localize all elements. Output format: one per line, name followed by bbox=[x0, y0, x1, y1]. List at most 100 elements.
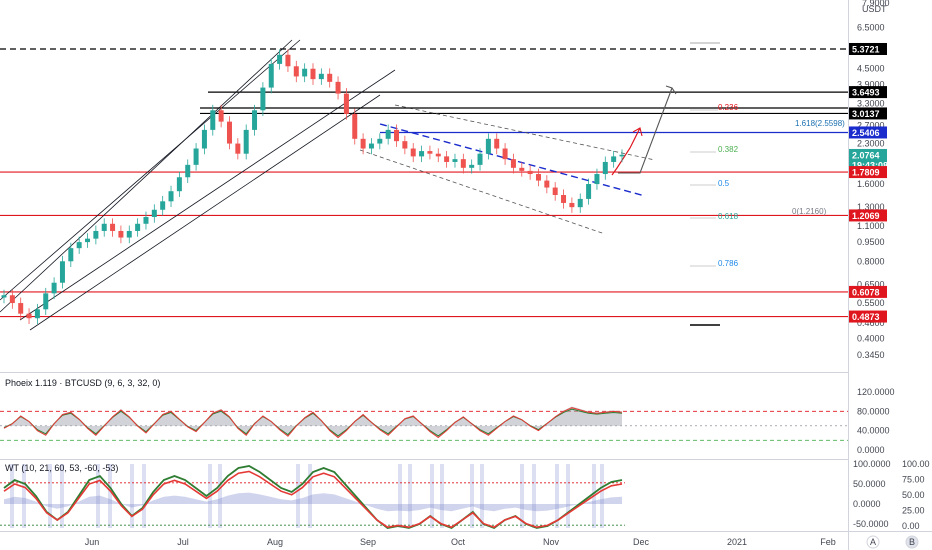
trendlines bbox=[0, 39, 848, 331]
candle bbox=[435, 153, 441, 157]
candle bbox=[235, 143, 241, 154]
osc2-tick-right: 50.00 bbox=[902, 490, 925, 500]
osc2-tick: 100.0000 bbox=[853, 459, 891, 469]
price-level-text: 19:43:08 bbox=[852, 160, 888, 170]
candle bbox=[619, 154, 625, 157]
candle bbox=[385, 129, 391, 139]
candle bbox=[444, 156, 450, 162]
candle bbox=[419, 151, 425, 157]
price-axis[interactable]: 6.50005.50004.50003.90003.30002.70002.30… bbox=[857, 23, 885, 360]
candle bbox=[569, 202, 575, 208]
candle bbox=[510, 159, 516, 168]
fib-label: 0.382 bbox=[718, 145, 739, 154]
price-tick: 0.8000 bbox=[857, 256, 885, 266]
candle bbox=[160, 201, 166, 210]
price-level-text: 3.0137 bbox=[852, 109, 880, 119]
candle bbox=[210, 110, 216, 130]
candle bbox=[110, 223, 116, 231]
candle bbox=[59, 261, 65, 283]
osc2-tick: 0.0000 bbox=[853, 499, 881, 509]
candle bbox=[410, 148, 416, 157]
candle bbox=[260, 87, 266, 111]
price-tick: 0.4000 bbox=[857, 334, 885, 344]
axis-button[interactable] bbox=[905, 535, 919, 549]
price-tick: 3.9000 bbox=[857, 80, 885, 90]
candle bbox=[126, 230, 132, 238]
price-tick: 0.5500 bbox=[857, 298, 885, 308]
price-level-text: 0.6078 bbox=[852, 287, 880, 297]
candle bbox=[185, 164, 191, 178]
candle bbox=[277, 54, 283, 64]
candle bbox=[552, 187, 558, 195]
price-tick: 6.5000 bbox=[857, 23, 885, 33]
candle bbox=[293, 66, 299, 77]
candle bbox=[135, 223, 141, 231]
candle bbox=[452, 159, 458, 162]
time-axis[interactable]: Jun Jul Aug Sep Oct Nov Dec 2021 Feb bbox=[85, 537, 836, 547]
candle bbox=[193, 148, 199, 165]
candle bbox=[352, 113, 358, 139]
fib-label: 1.618(2.5598) bbox=[795, 119, 845, 128]
fib-label: 0(1.2160) bbox=[792, 207, 827, 216]
candle bbox=[201, 129, 207, 149]
candle bbox=[268, 63, 274, 88]
candle bbox=[318, 73, 324, 80]
time-tick: 2021 bbox=[727, 537, 747, 547]
time-tick: Jun bbox=[85, 537, 100, 547]
candle bbox=[143, 217, 149, 224]
candle bbox=[226, 121, 232, 144]
candle bbox=[310, 68, 316, 80]
price-level-tag bbox=[849, 107, 887, 120]
osc1-title: Phoeix 1.119 · BTCUSD (9, 6, 3, 32, 0) bbox=[5, 378, 160, 388]
candle bbox=[460, 159, 466, 168]
price-tick: 3.3000 bbox=[857, 98, 885, 108]
candle bbox=[368, 143, 374, 149]
osc1-tick: 0.0000 bbox=[857, 445, 885, 455]
price-level-labels: 5.37213.64933.01372.54062.076419:43:081.… bbox=[849, 42, 888, 323]
candle bbox=[43, 293, 49, 310]
axis-button-label: A bbox=[870, 537, 876, 547]
candle bbox=[68, 248, 74, 262]
candle bbox=[527, 170, 533, 175]
candle bbox=[427, 151, 433, 154]
candle bbox=[544, 180, 550, 188]
candle bbox=[485, 138, 491, 154]
candle bbox=[577, 198, 583, 208]
wavetrend-oscillator-pane[interactable]: WT (10, 21, 60, 53, -60, -53) bbox=[0, 463, 625, 530]
osc1-tick: 40.0000 bbox=[857, 426, 890, 436]
osc1-tick: 80.0000 bbox=[857, 406, 890, 416]
osc2-tick-right: 100.00 bbox=[902, 459, 930, 469]
price-tick: 1.3000 bbox=[857, 202, 885, 212]
price-level-text: 0.4873 bbox=[852, 312, 880, 322]
time-tick: Sep bbox=[360, 537, 376, 547]
candle bbox=[519, 167, 525, 171]
candle bbox=[76, 242, 82, 249]
candle bbox=[335, 81, 341, 94]
price-level-text: 1.7809 bbox=[852, 168, 880, 178]
osc1-axis: 120.0000 80.0000 40.0000 0.0000 bbox=[857, 387, 895, 455]
price-tick: 0.4600 bbox=[857, 318, 885, 328]
osc2-tick: 50.0000 bbox=[853, 479, 886, 489]
price-level-tag bbox=[849, 285, 887, 298]
axis-button[interactable] bbox=[866, 535, 880, 549]
price-tick: 1.1000 bbox=[857, 221, 885, 231]
osc1-main-line bbox=[3, 407, 623, 439]
candle bbox=[26, 313, 32, 319]
price-level-text: 1.2069 bbox=[852, 211, 880, 221]
fib-label: 0.5 bbox=[718, 179, 730, 188]
price-tick: 0.9500 bbox=[857, 237, 885, 247]
phoeix-oscillator-pane[interactable]: Phoeix 1.119 · BTCUSD (9, 6, 3, 32, 0) bbox=[0, 378, 848, 441]
price-pane[interactable]: 0.236 1.618(2.5598) 0.382 0.5 0.618 0(1.2160)… bbox=[0, 0, 848, 372]
time-tick: Oct bbox=[451, 537, 466, 547]
price-level-tag bbox=[849, 126, 887, 139]
price-level-tag bbox=[849, 86, 887, 99]
osc2-title: WT (10, 21, 60, 53, -60, -53) bbox=[5, 463, 118, 473]
candle bbox=[168, 191, 174, 202]
price-tick: 2.7000 bbox=[857, 121, 885, 131]
price-level-text: 5.3721 bbox=[852, 44, 880, 54]
candle bbox=[494, 138, 500, 149]
price-level-text: 3.6493 bbox=[852, 88, 880, 98]
time-tick: Feb bbox=[820, 537, 836, 547]
